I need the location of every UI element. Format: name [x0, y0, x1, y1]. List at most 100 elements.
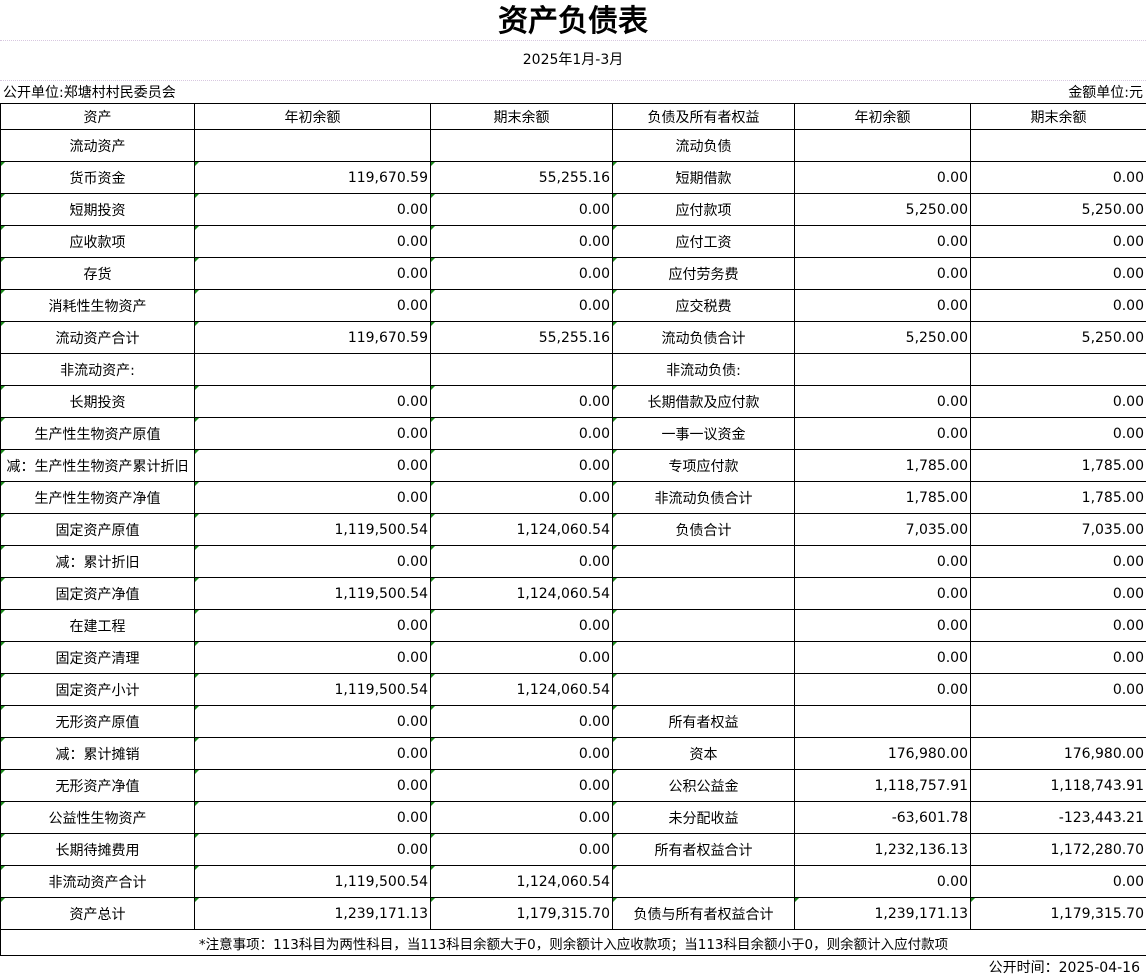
error-indicator-icon	[195, 866, 199, 870]
error-indicator-icon	[613, 834, 617, 838]
error-indicator-icon	[195, 162, 199, 166]
liability-name-cell: 未分配收益	[613, 802, 795, 834]
liability-opening-cell: 176,980.00	[795, 738, 971, 770]
asset-opening: 0.00	[397, 394, 428, 410]
asset-closing-cell: 0.00	[431, 642, 613, 674]
error-indicator-icon	[431, 450, 435, 454]
error-indicator-icon	[1, 578, 5, 582]
asset-closing: 0.00	[579, 490, 610, 506]
error-indicator-icon	[613, 194, 617, 198]
asset-opening-cell: 0.00	[195, 226, 431, 258]
asset-opening: 0.00	[397, 650, 428, 666]
asset-opening: 0.00	[397, 714, 428, 730]
liability-opening-cell: 5,250.00	[795, 322, 971, 354]
liability-opening: 0.00	[937, 394, 968, 410]
liability-opening: 1,232,136.13	[874, 842, 968, 858]
asset-closing-cell: 1,124,060.54	[431, 866, 613, 898]
asset-name-cell: 无形资产原值	[1, 706, 195, 738]
asset-closing-cell: 0.00	[431, 738, 613, 770]
error-indicator-icon	[613, 450, 617, 454]
error-indicator-icon	[613, 322, 617, 326]
error-indicator-icon	[195, 386, 199, 390]
asset-name-cell: 非流动资产:	[1, 354, 195, 386]
error-indicator-icon	[1, 866, 5, 870]
header-liabilities-equity: 负债及所有者权益	[613, 104, 795, 130]
asset-opening-cell: 119,670.59	[195, 322, 431, 354]
header-row: 资产 年初余额 期末余额 负债及所有者权益 年初余额 期末余额	[1, 104, 1146, 130]
error-indicator-icon	[613, 674, 617, 678]
asset-name-cell: 减：生产性生物资产累计折旧	[1, 450, 195, 482]
asset-closing-cell: 0.00	[431, 770, 613, 802]
liability-name-cell: 流动负债合计	[613, 322, 795, 354]
asset-closing: 0.00	[579, 298, 610, 314]
asset-closing: 0.00	[579, 714, 610, 730]
error-indicator-icon	[431, 834, 435, 838]
liability-name-cell: 所有者权益合计	[613, 834, 795, 866]
liability-opening: 176,980.00	[888, 746, 968, 762]
error-indicator-icon	[195, 706, 199, 710]
liability-closing: 0.00	[1113, 874, 1144, 890]
liability-name: 长期借款及应付款	[615, 392, 792, 412]
header-assets: 资产	[1, 104, 195, 130]
liability-opening: 1,785.00	[906, 458, 968, 474]
liability-opening: 0.00	[937, 618, 968, 634]
error-indicator-icon	[195, 258, 199, 262]
balance-sheet-table: 资产 年初余额 期末余额 负债及所有者权益 年初余额 期末余额 流动资产流动负债…	[0, 103, 1146, 956]
asset-opening-cell: 0.00	[195, 738, 431, 770]
liability-name-cell: 应交税费	[613, 290, 795, 322]
liability-name-cell: 流动负债	[613, 130, 795, 162]
error-indicator-icon	[431, 642, 435, 646]
liability-closing: 0.00	[1113, 554, 1144, 570]
asset-opening: 1,239,171.13	[334, 906, 428, 922]
liability-name: 流动负债合计	[615, 328, 792, 348]
error-indicator-icon	[613, 802, 617, 806]
asset-name: 公益性生物资产	[3, 808, 192, 828]
asset-opening-cell: 0.00	[195, 450, 431, 482]
liability-opening-cell: 1,239,171.13	[795, 898, 971, 930]
asset-closing-cell: 1,124,060.54	[431, 514, 613, 546]
error-indicator-icon	[431, 514, 435, 518]
liability-opening-cell: 0.00	[795, 226, 971, 258]
error-indicator-icon	[1, 290, 5, 294]
error-indicator-icon	[195, 194, 199, 198]
error-indicator-icon	[1, 386, 5, 390]
liability-name-cell	[613, 610, 795, 642]
asset-closing-cell: 55,255.16	[431, 162, 613, 194]
liability-closing: 0.00	[1113, 298, 1144, 314]
error-indicator-icon	[1, 482, 5, 486]
asset-closing-cell: 1,124,060.54	[431, 578, 613, 610]
error-indicator-icon	[431, 610, 435, 614]
asset-closing-cell	[431, 130, 613, 162]
asset-closing-cell: 0.00	[431, 450, 613, 482]
error-indicator-icon	[613, 386, 617, 390]
error-indicator-icon	[613, 482, 617, 486]
liability-closing: 1,118,743.91	[1050, 778, 1144, 794]
asset-closing: 55,255.16	[539, 170, 610, 186]
asset-opening: 0.00	[397, 266, 428, 282]
liability-opening-cell: 1,232,136.13	[795, 834, 971, 866]
header-closing-balance: 期末余额	[971, 104, 1146, 130]
liability-name: 公积公益金	[615, 776, 792, 796]
liability-name-cell: 非流动负债:	[613, 354, 795, 386]
asset-closing: 0.00	[579, 458, 610, 474]
error-indicator-icon	[613, 770, 617, 774]
asset-name: 非流动资产合计	[3, 872, 192, 892]
asset-name: 无形资产原值	[3, 712, 192, 732]
liability-closing-cell: 1,172,280.70	[971, 834, 1146, 866]
asset-opening: 0.00	[397, 298, 428, 314]
asset-opening: 119,670.59	[348, 170, 428, 186]
asset-name-cell: 货币资金	[1, 162, 195, 194]
liability-name-cell: 非流动负债合计	[613, 482, 795, 514]
liability-closing: 0.00	[1113, 682, 1144, 698]
asset-closing-cell: 0.00	[431, 482, 613, 514]
liability-closing-cell: 0.00	[971, 578, 1146, 610]
liability-closing-cell	[971, 130, 1146, 162]
liability-opening-cell: 1,118,757.91	[795, 770, 971, 802]
header-opening-balance: 年初余额	[195, 104, 431, 130]
asset-closing-cell: 55,255.16	[431, 322, 613, 354]
asset-opening: 1,119,500.54	[334, 522, 428, 538]
asset-name: 非流动资产:	[3, 360, 192, 380]
liability-opening: 7,035.00	[906, 522, 968, 538]
